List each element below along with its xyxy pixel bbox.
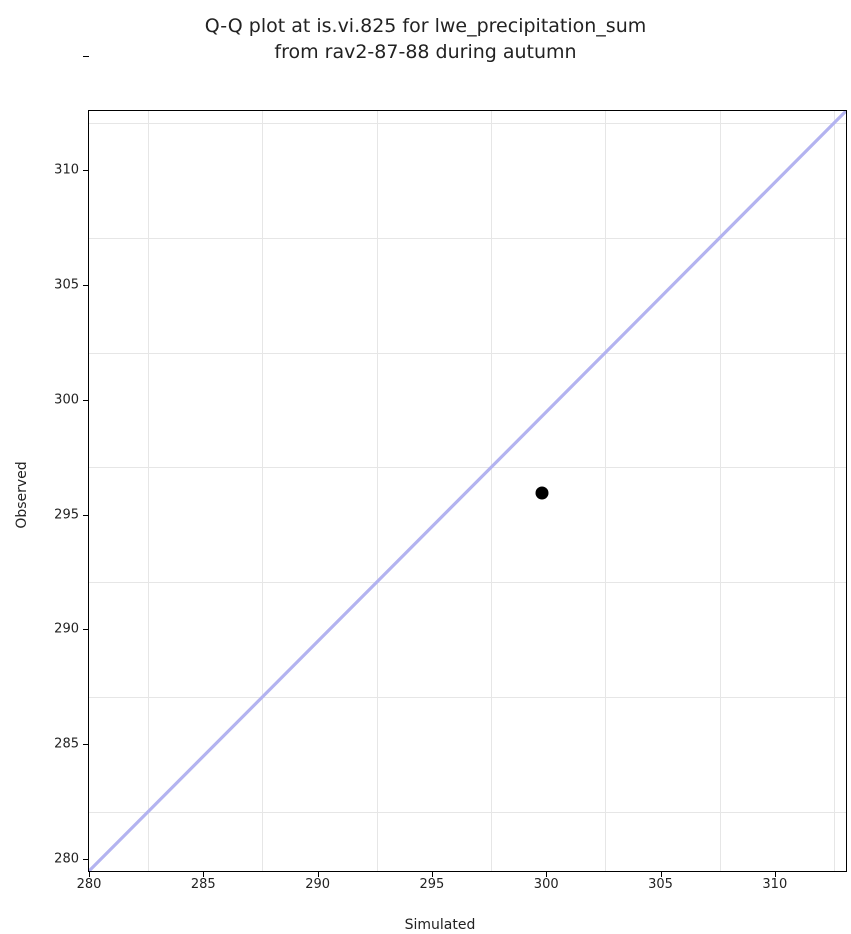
plot-box[interactable]: 280 285 290 295 300 305 310 315 320 280 … [88,110,847,872]
gridline-vertical [491,111,492,871]
x-tick-label: 280 [77,877,102,892]
y-tick-mark [83,285,89,286]
gridline-horizontal [89,697,846,698]
x-tick-label: 310 [762,877,787,892]
title-line-2: from rav2-87-88 during autumn [0,40,851,66]
x-axis-label: Simulated [405,917,476,933]
plot-area-wrapper: Observed Simulated [40,95,840,895]
gridline-vertical [720,111,721,871]
y-tick-mark [83,170,89,171]
y-tick-label: 300 [54,392,79,407]
y-tick-mark [83,629,89,630]
y-tick-label: 280 [54,851,79,866]
gridline-horizontal [89,467,846,468]
gridline-horizontal [89,812,846,813]
x-tick-label: 300 [534,877,559,892]
y-tick-mark [83,859,89,860]
x-tick-label: 285 [191,877,216,892]
y-tick-mark [83,56,89,57]
x-tick-label: 295 [419,877,444,892]
gridline-horizontal [89,123,846,124]
y-tick-mark [83,515,89,516]
y-tick-label: 305 [54,278,79,293]
x-tick-label: 305 [648,877,673,892]
gridline-horizontal [89,238,846,239]
x-tick-label: 290 [305,877,330,892]
gridline-horizontal [89,353,846,354]
gridline-vertical [834,111,835,871]
qq-plot-container: Q-Q plot at is.vi.825 for lwe_precipitat… [0,0,851,934]
y-tick-mark [83,400,89,401]
y-tick-mark [83,744,89,745]
gridline-vertical [148,111,149,871]
y-tick-label: 310 [54,163,79,178]
chart-title: Q-Q plot at is.vi.825 for lwe_precipitat… [0,14,851,65]
y-tick-label: 290 [54,622,79,637]
y-tick-label: 295 [54,507,79,522]
y-axis-label: Observed [14,461,30,528]
gridline-vertical [377,111,378,871]
gridline-vertical [605,111,606,871]
gridline-vertical [262,111,263,871]
y-tick-label: 285 [54,737,79,752]
data-point[interactable] [535,487,548,500]
title-line-1: Q-Q plot at is.vi.825 for lwe_precipitat… [0,14,851,40]
reference-diagonal-line [89,111,846,871]
gridline-horizontal [89,582,846,583]
